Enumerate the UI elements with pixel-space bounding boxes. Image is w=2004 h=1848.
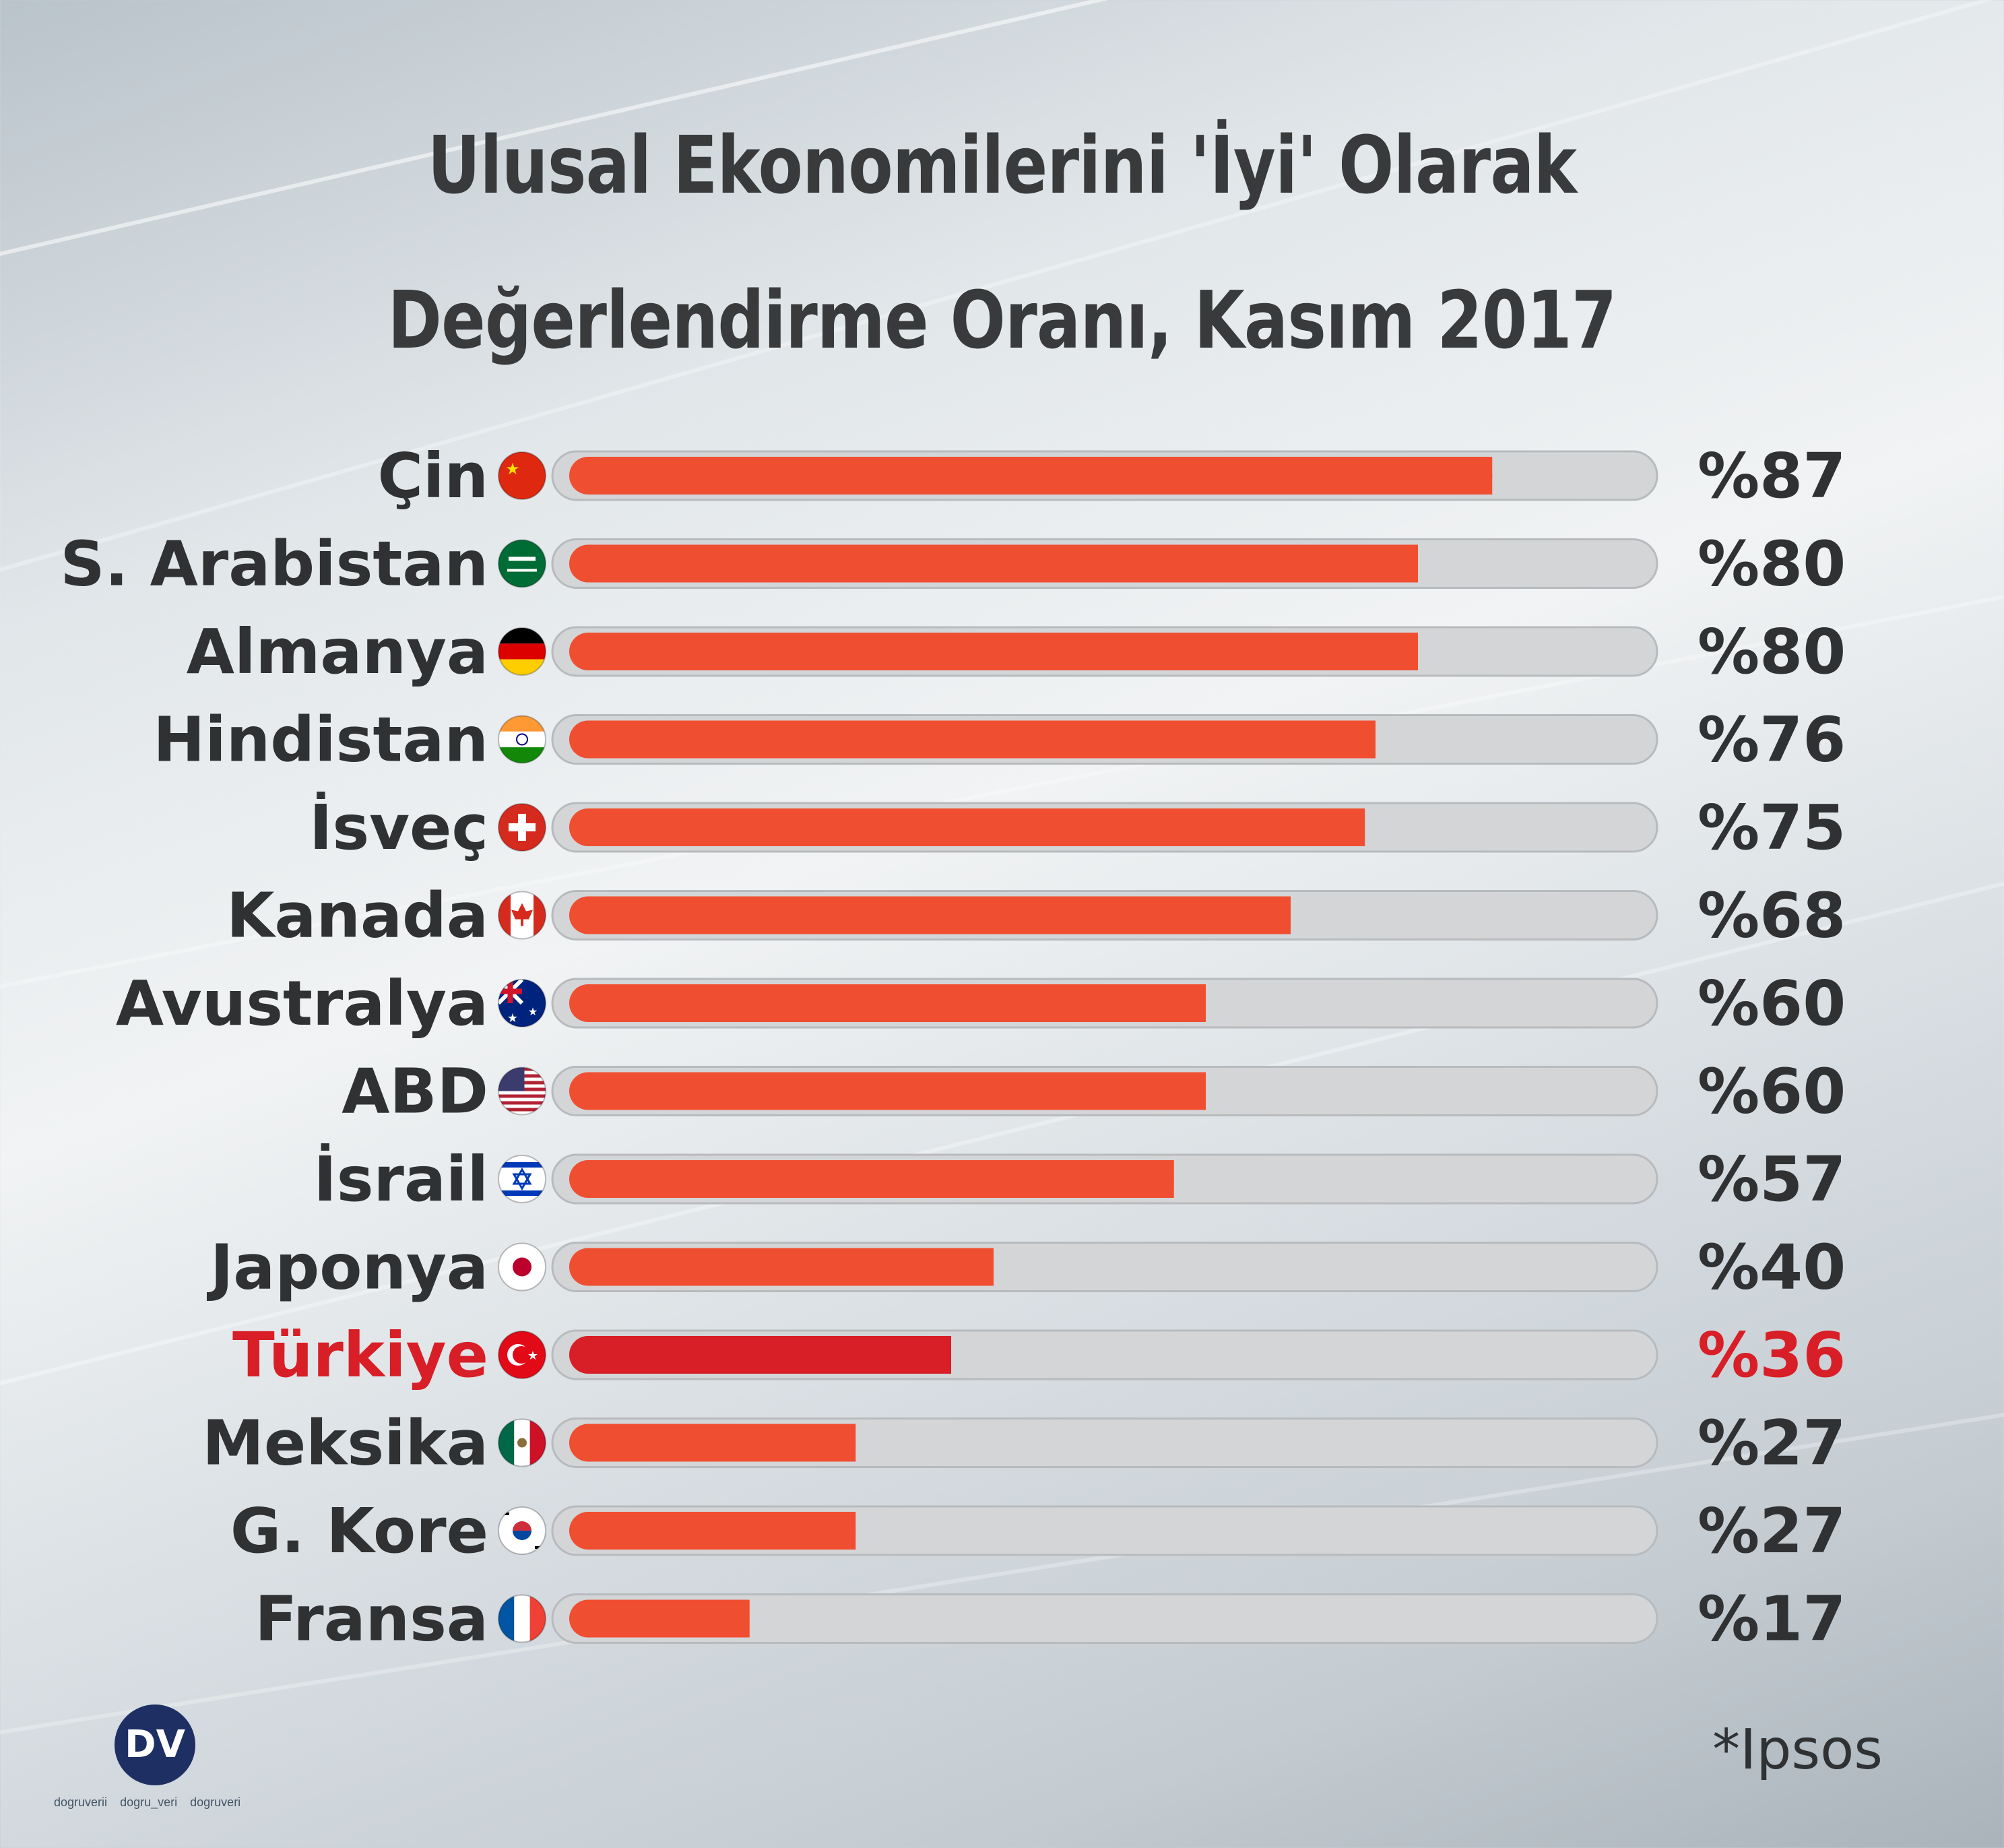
category-label: Meksika (202, 1407, 488, 1479)
value-label: %27 (1698, 1407, 1846, 1479)
bar-row: Türkiye ★ %36 (232, 1319, 1846, 1391)
bar-end (837, 1512, 856, 1550)
value-label: %76 (1698, 704, 1846, 776)
value-label: %75 (1698, 792, 1846, 864)
bar (569, 633, 1418, 670)
mexico-flag-icon (498, 1418, 546, 1467)
category-label: Çin (377, 440, 488, 512)
category-label: G. Kore (230, 1495, 488, 1567)
bar-end (1357, 720, 1376, 759)
turkey-flag-icon: ★ (498, 1331, 546, 1379)
bar-row: Hindistan %76 (153, 704, 1846, 776)
bar-row: Japonya %40 (206, 1232, 1846, 1304)
category-label: ABD (342, 1056, 488, 1128)
value-label: %27 (1698, 1495, 1846, 1567)
value-label: %17 (1698, 1583, 1846, 1655)
bar (569, 1599, 750, 1638)
bar-end (1399, 544, 1418, 583)
bar (569, 457, 1493, 495)
category-label: Fransa (255, 1583, 488, 1655)
japan-flag-icon (498, 1242, 546, 1292)
bar-end (975, 1248, 994, 1286)
category-label: Hindistan (153, 704, 488, 776)
category-label: S. Arabistan (60, 528, 488, 600)
twitter-handle: dogru_veri (120, 1795, 178, 1809)
bar (569, 1160, 1174, 1198)
bar (569, 1336, 951, 1374)
category-label: Almanya (187, 616, 488, 688)
category-label: Avustralya (116, 967, 488, 1040)
saudi-arabia-flag-icon (498, 539, 546, 588)
category-label: Japonya (206, 1232, 488, 1304)
bar-end (1399, 633, 1418, 670)
bar-end (1187, 1072, 1206, 1110)
category-label: İsrail (313, 1142, 488, 1215)
bar-row: Meksika %27 (202, 1407, 1846, 1479)
bar-row: Çin ★ %87 (377, 440, 1846, 512)
switzerland-flag-icon (498, 803, 546, 852)
bar-row: Avustralya ★★ %60 (116, 967, 1846, 1040)
france-flag-icon (498, 1594, 546, 1643)
bar-end (1346, 808, 1365, 846)
bar-end (837, 1424, 856, 1462)
bar-row: Kanada %68 (226, 880, 1846, 952)
bar (569, 1512, 856, 1550)
svg-text:★: ★ (505, 460, 520, 478)
india-flag-icon (498, 715, 546, 764)
category-label: Kanada (226, 880, 488, 952)
australia-flag-icon: ★★ (498, 979, 546, 1027)
source-label: *Ipsos (1712, 1718, 1883, 1782)
bar-end (1272, 896, 1291, 934)
germany-flag-icon (498, 627, 546, 676)
chart-title: Ulusal Ekonomilerini 'İyi' Olarak Değerl… (181, 88, 1824, 397)
bar-track (551, 1593, 1658, 1644)
social-handles: dogruverii dogru_veri dogruveri (54, 1795, 250, 1810)
title-line-2: Değerlendirme Oranı, Kasım 2017 (387, 274, 1617, 367)
bar (569, 984, 1206, 1022)
usa-flag-icon (498, 1066, 546, 1116)
svg-text:★: ★ (527, 1349, 538, 1362)
bar-row: G. Kore %27 (230, 1495, 1846, 1567)
bar-row: S. Arabistan %80 (60, 528, 1846, 600)
bar (569, 1248, 994, 1286)
canada-flag-icon (498, 891, 546, 940)
svg-text:★: ★ (507, 1011, 518, 1025)
value-label: %87 (1698, 440, 1846, 512)
israel-flag-icon (498, 1155, 546, 1203)
value-label: %68 (1698, 880, 1846, 952)
value-label: %80 (1698, 528, 1846, 600)
bar-end (932, 1336, 951, 1374)
bar (569, 808, 1365, 846)
bar-end (1187, 984, 1206, 1022)
value-label: %57 (1698, 1143, 1846, 1215)
china-flag-icon: ★ (498, 451, 546, 500)
bar-row: İsrail %57 (313, 1142, 1846, 1215)
bar (569, 720, 1376, 759)
value-label: %36 (1698, 1319, 1846, 1391)
bar-end (1155, 1160, 1174, 1198)
title-line-1: Ulusal Ekonomilerini 'İyi' Olarak (427, 119, 1577, 212)
bar-row: İsveç %75 (309, 790, 1846, 864)
facebook-handle: dogruverii (54, 1795, 108, 1809)
south-korea-flag-icon (498, 1506, 546, 1555)
category-label: Türkiye (232, 1319, 488, 1391)
bar (569, 1424, 856, 1462)
bar (569, 544, 1418, 583)
bar-end (730, 1599, 750, 1638)
bar (569, 896, 1291, 934)
bar-row: Fransa %17 (255, 1583, 1846, 1655)
value-label: %40 (1698, 1232, 1846, 1304)
svg-text:★: ★ (528, 1007, 538, 1018)
value-label: %80 (1698, 616, 1846, 688)
bar (569, 1072, 1206, 1110)
bar-end (1473, 457, 1493, 495)
value-label: %60 (1698, 1056, 1846, 1128)
bar-row: Almanya %80 (187, 616, 1846, 688)
bar-row: ABD %60 (342, 1056, 1846, 1128)
value-label: %60 (1698, 967, 1846, 1040)
category-label: İsveç (309, 790, 488, 864)
dogru-veri-logo: DV (115, 1704, 195, 1785)
instagram-handle: dogruveri (190, 1795, 241, 1809)
